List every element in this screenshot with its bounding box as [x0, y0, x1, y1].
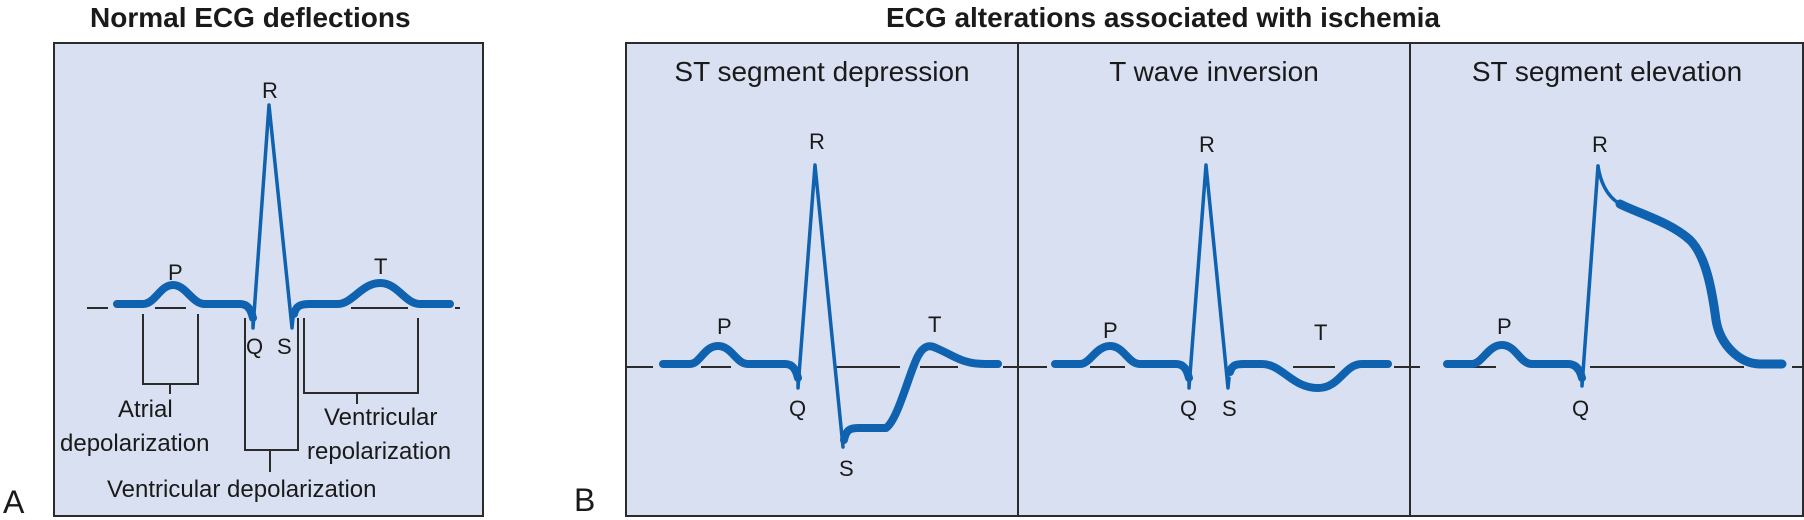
t-inversion-waveform — [1051, 163, 1392, 392]
t-inversion-label-p: P — [1103, 318, 1118, 343]
panel-a-label-p: P — [168, 260, 183, 285]
t-inversion-label-r: R — [1199, 132, 1215, 157]
panel-a-waveform — [113, 103, 454, 330]
st-depression-label-s: S — [839, 456, 854, 481]
subpanel-title-t-inversion: T wave inversion — [1109, 56, 1319, 87]
st-depression-label-p: P — [717, 314, 732, 339]
st-depression-label-r: R — [809, 129, 825, 154]
st-elevation-label-q: Q — [1572, 396, 1590, 421]
panel-a-title: Normal ECG deflections — [90, 2, 411, 33]
panel-b-letter: B — [574, 482, 596, 518]
st-depression-label-q: Q — [789, 396, 807, 421]
st-elevation-waveform — [1443, 164, 1787, 388]
panel-a-brackets — [142, 314, 419, 472]
st-depression-label-t: T — [928, 312, 942, 337]
t-inversion-label-t: T — [1314, 320, 1328, 345]
subpanel-title-st-depression: ST segment depression — [674, 56, 970, 87]
atrial-depolarization-label-line1: Atrial — [118, 396, 173, 423]
panel-a-letter: A — [3, 484, 25, 520]
panel-a-label-r: R — [262, 78, 278, 103]
t-inversion-label-q: Q — [1180, 396, 1198, 421]
ventricular-repolarization-label-line1: Ventricular — [324, 404, 438, 431]
panel-a-label-s: S — [277, 334, 292, 359]
st-depression-waveform — [659, 163, 1002, 449]
panel-b-divider-1 — [1017, 42, 1019, 517]
panel-a-label-t: T — [374, 254, 388, 279]
t-inversion-label-s: S — [1222, 396, 1237, 421]
st-elevation-label-r: R — [1592, 132, 1608, 157]
panel-b-title: ECG alterations associated with ischemia — [886, 2, 1440, 33]
panel-b-divider-2 — [1409, 42, 1411, 517]
ventricular-depolarization-label: Ventricular depolarization — [107, 476, 377, 503]
st-elevation-label-p: P — [1497, 314, 1512, 339]
panel-b-box — [625, 42, 1804, 517]
atrial-depolarization-label-line2: depolarization — [60, 430, 210, 457]
subpanel-title-st-elevation: ST segment elevation — [1471, 56, 1743, 87]
ventricular-repolarization-label-line2: repolarization — [307, 438, 452, 465]
panel-a-label-q: Q — [246, 334, 264, 359]
